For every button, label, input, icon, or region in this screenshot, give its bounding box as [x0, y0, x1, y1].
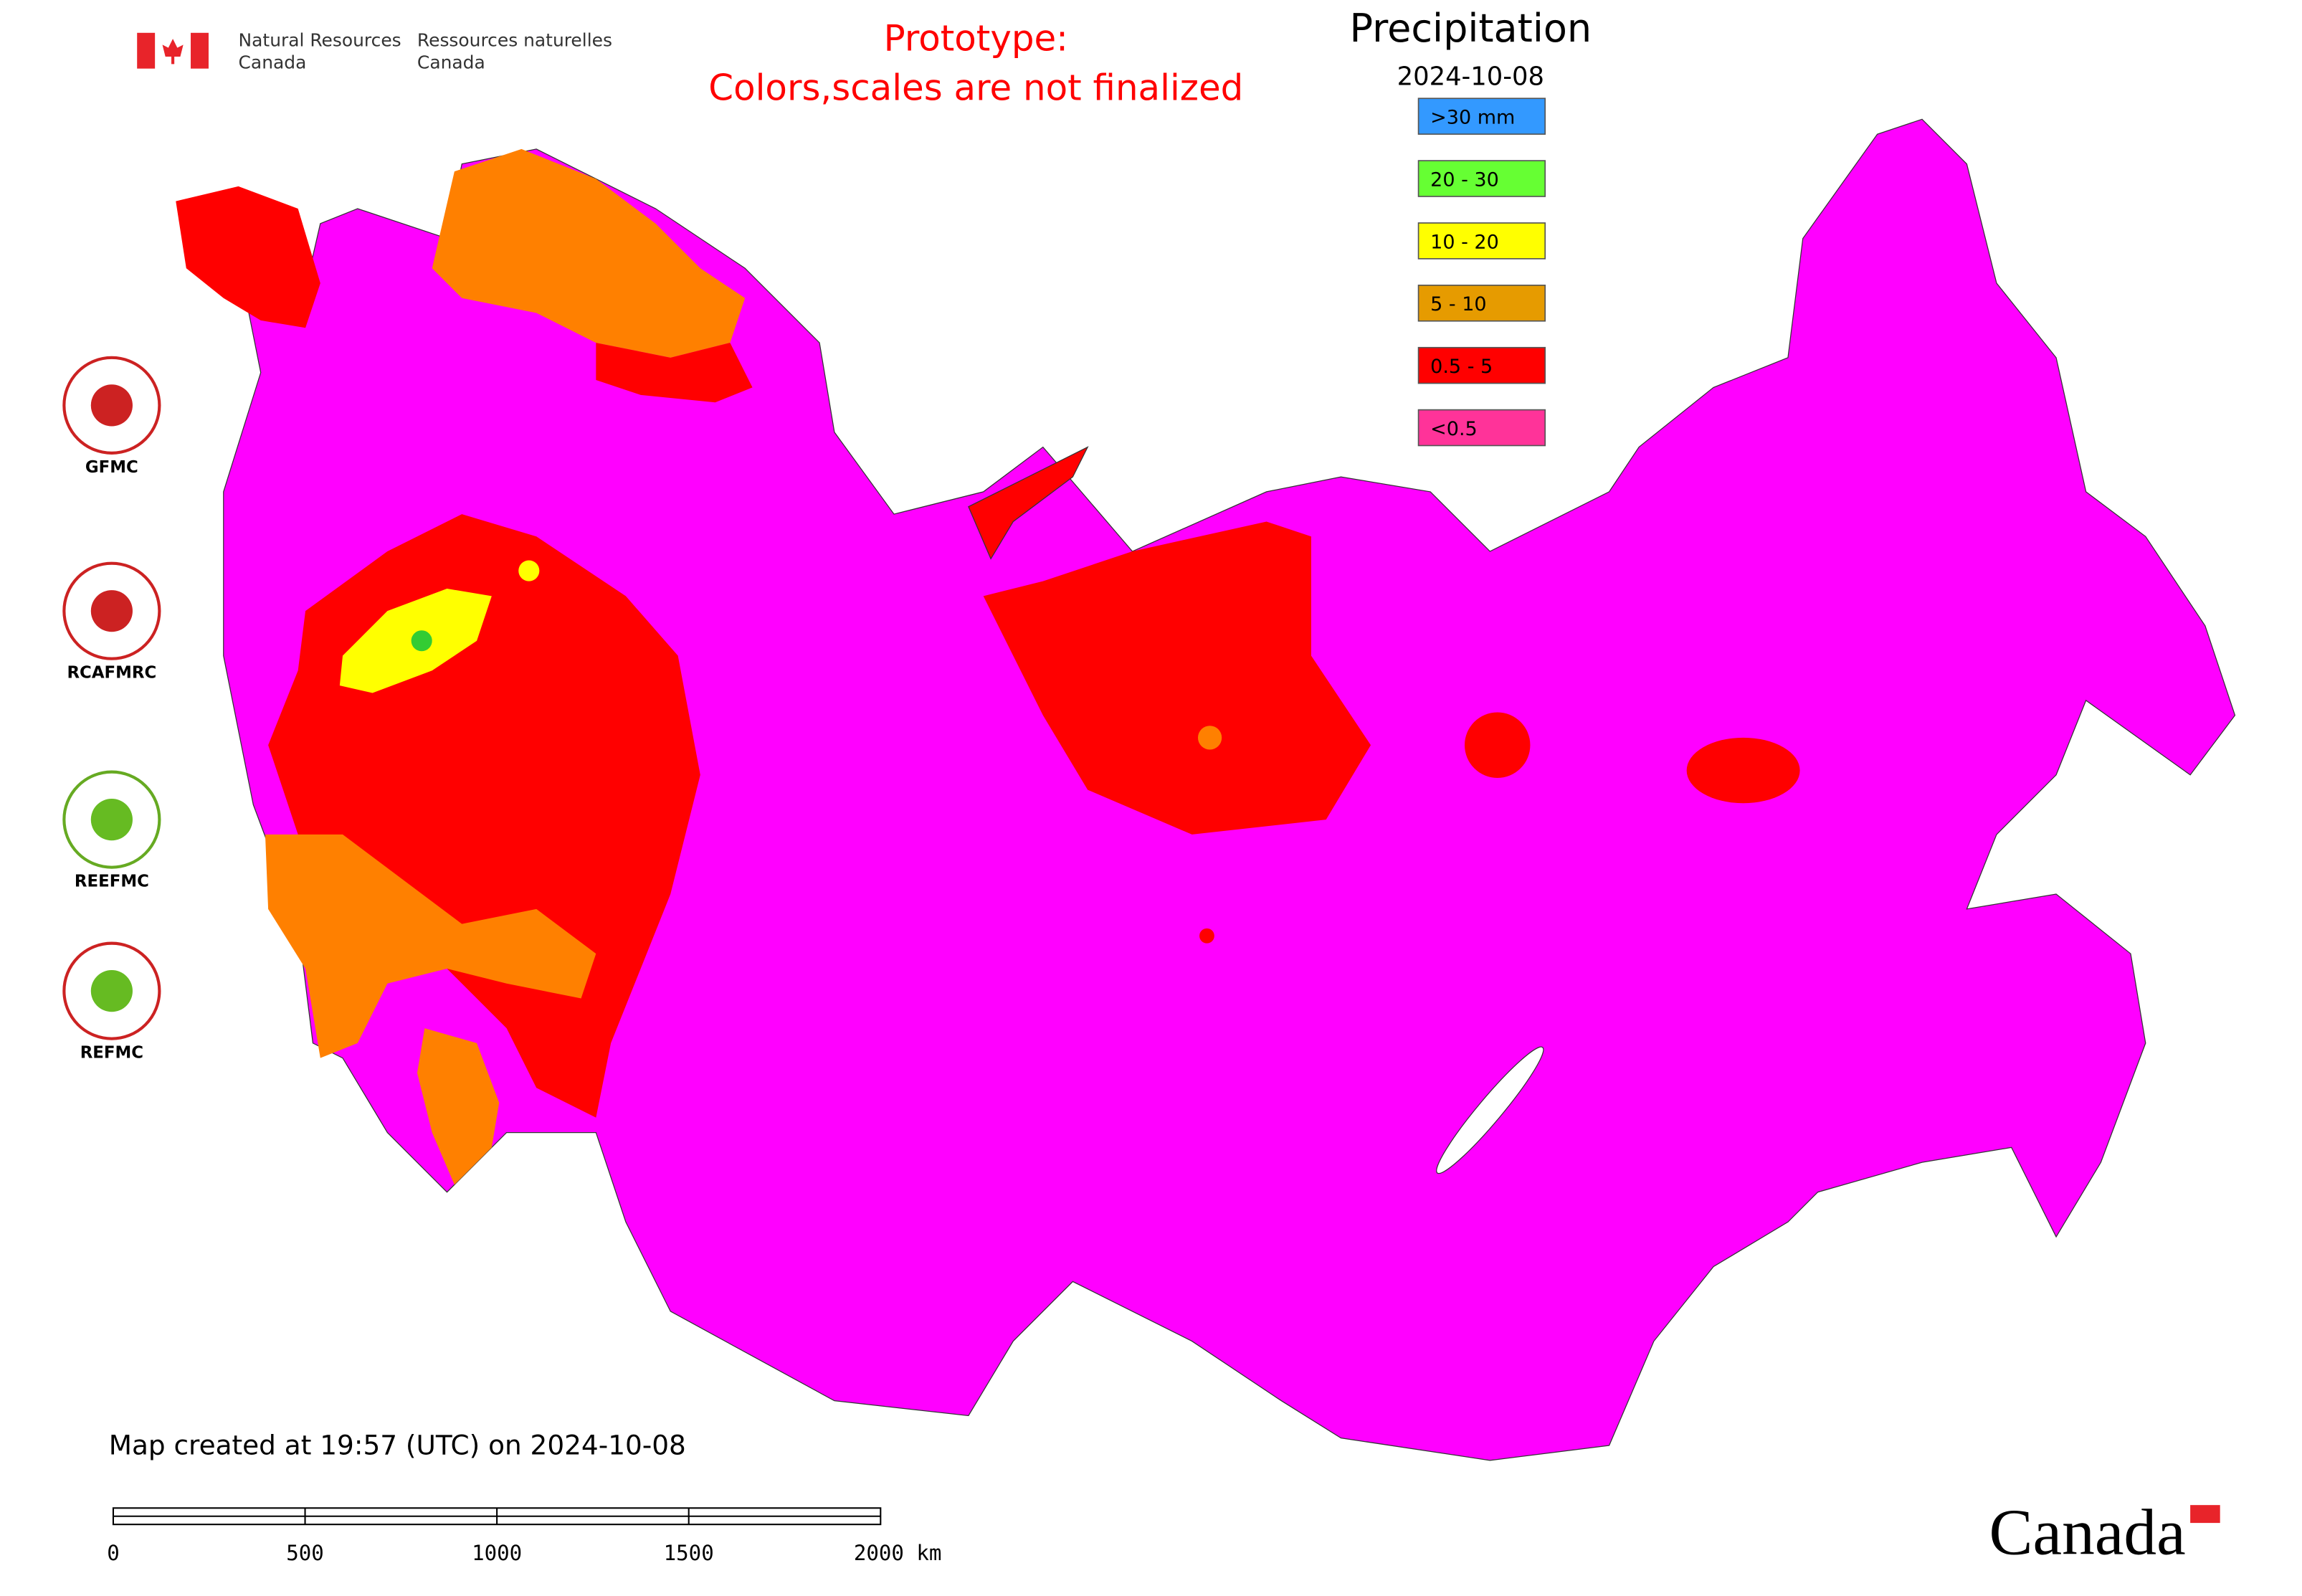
logos: GFMC RCAFMRC REEFMC REFMC — [62, 356, 161, 1063]
legend-swatch — [1417, 285, 1546, 322]
region-orange — [265, 834, 596, 1058]
scale-label: 500 — [286, 1541, 324, 1565]
wordmark-flag — [2190, 1505, 2220, 1524]
scale-label: 2000 km — [854, 1541, 942, 1565]
legend-title: Precipitation — [1349, 6, 1592, 51]
map — [176, 118, 2236, 1461]
logo-label: REFMC — [80, 1044, 143, 1063]
flag-bar — [137, 32, 156, 69]
canada-wordmark: Canada — [1989, 1496, 2186, 1569]
scale-label: 0 — [107, 1541, 120, 1565]
legend-swatch — [1417, 346, 1546, 384]
legend-label: 5 - 10 — [1430, 293, 1486, 315]
agency-text: Canada — [417, 52, 485, 73]
lake-baikal — [1436, 1046, 1544, 1174]
created-note: Map created at 19:57 (UTC) on 2024-10-08 — [109, 1429, 686, 1460]
logo-core — [90, 384, 133, 427]
region-red-circle — [1686, 737, 1800, 804]
scandinavia-red — [176, 186, 320, 328]
region-red-circle — [1464, 712, 1531, 778]
logo-core — [90, 970, 133, 1012]
notice: Colors,scales are not finalized — [708, 67, 1243, 108]
agency-text: Canada — [239, 52, 307, 73]
region-yellow-dot — [518, 560, 540, 581]
legend-label: >30 mm — [1430, 107, 1515, 129]
region-green — [411, 630, 432, 652]
notice: Prototype: — [884, 18, 1068, 60]
novaya-zemlya — [968, 446, 1089, 560]
legend-date: 2024-10-08 — [1397, 62, 1544, 92]
legend-swatch — [1417, 222, 1546, 260]
logo-label: GFMC — [85, 458, 138, 477]
flag-bar — [191, 32, 209, 69]
region-orange-dot — [1197, 726, 1222, 750]
region-red-dot — [1199, 928, 1214, 944]
logo-label: REEFMC — [75, 873, 149, 891]
agency-text: Natural Resources — [239, 29, 401, 50]
logo-core — [90, 799, 133, 841]
legend-label: 20 - 30 — [1430, 168, 1499, 191]
legend-swatch — [1417, 160, 1546, 197]
legend-swatch — [1417, 98, 1546, 135]
scale-label: 1000 — [472, 1541, 522, 1565]
region-orange-south — [417, 1028, 500, 1185]
agency-text: Ressources naturelles — [417, 29, 612, 50]
scale-label: 1500 — [664, 1541, 714, 1565]
legend: >30 mm 20 - 30 10 - 20 5 - 10 0.5 - 5 <0.5 — [1417, 98, 1546, 447]
canada-flag — [137, 32, 209, 69]
legend-swatch — [1417, 409, 1546, 447]
kola-orange — [432, 148, 746, 358]
kola-red — [596, 343, 753, 403]
logo-core — [90, 590, 133, 632]
logo-label: RCAFMRC — [67, 664, 156, 683]
legend-label: <0.5 — [1430, 418, 1478, 440]
region-red-north — [983, 521, 1371, 835]
legend-label: 10 - 20 — [1430, 231, 1499, 253]
scale-bar — [112, 1507, 882, 1526]
maple-leaf — [162, 39, 184, 65]
legend-label: 0.5 - 5 — [1430, 356, 1493, 378]
